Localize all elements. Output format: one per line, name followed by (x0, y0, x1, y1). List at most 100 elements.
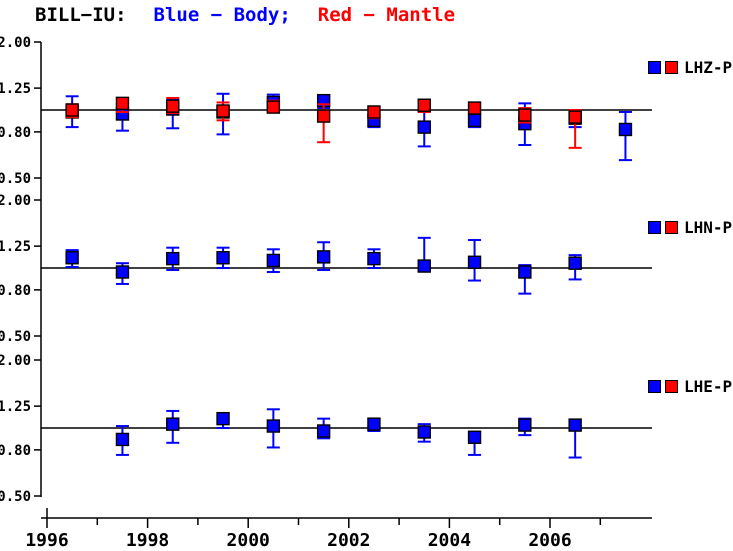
data-point (316, 103, 331, 144)
legend-lhz-p: LHZ-P (648, 58, 732, 77)
data-point-square (367, 251, 381, 266)
data-point-square (115, 432, 130, 447)
data-point-square (216, 411, 230, 426)
data-point-square (518, 418, 532, 432)
data-point (518, 417, 532, 437)
title-station: BILL−IU: (35, 4, 127, 26)
data-point (467, 101, 482, 115)
y-tick-label: 2.00 (0, 193, 31, 209)
data-point-square (316, 250, 331, 264)
mantle-legend-swatch (665, 380, 678, 393)
data-point (266, 99, 281, 114)
data-point (618, 110, 633, 162)
data-point-square (316, 109, 331, 123)
data-point (266, 408, 281, 449)
panel-lhn-p: 2.00 1.25 0.80 0.50 (0, 193, 652, 345)
x-tick-label: 2002 (327, 530, 370, 551)
data-point (266, 248, 281, 274)
series-mantle (65, 96, 582, 149)
data-point-square (417, 98, 431, 112)
legend-label-lhe-p: LHE-P (684, 377, 733, 396)
y-tick-label: 0.50 (0, 329, 31, 345)
data-point (568, 418, 582, 459)
data-point-square (568, 256, 582, 270)
data-point (65, 103, 79, 119)
series-body (115, 408, 582, 459)
y-tick-label: 2.00 (0, 35, 31, 51)
data-point (115, 425, 130, 456)
y-tick-label: 0.80 (0, 443, 31, 459)
x-tick-label: 1998 (126, 530, 169, 551)
data-point-square (367, 105, 381, 119)
data-point-square (518, 108, 532, 122)
body-legend-swatch (648, 61, 661, 74)
data-point (166, 409, 180, 444)
data-point-square (166, 251, 180, 266)
y-tick-label: 1.25 (0, 239, 31, 255)
data-point (166, 97, 180, 114)
x-tick-label: 1996 (25, 530, 68, 551)
y-tick-label: 0.50 (0, 489, 31, 505)
data-point (166, 246, 180, 271)
data-point (115, 96, 130, 113)
series-body (65, 92, 633, 162)
data-point-square (266, 419, 281, 433)
legend-lhn-p: LHN-P (648, 218, 732, 237)
y-tick-label: 1.25 (0, 399, 31, 415)
data-point-square (518, 265, 532, 279)
data-point (316, 241, 331, 271)
data-point (518, 107, 532, 124)
data-point-square (417, 120, 431, 134)
data-point (216, 411, 230, 429)
data-point (417, 423, 431, 443)
y-tick-label: 0.80 (0, 283, 31, 299)
title-red-legend: Red − Mantle (317, 4, 456, 26)
y-tick-label: 0.80 (0, 125, 31, 141)
data-point-square (216, 251, 230, 265)
data-point (367, 417, 381, 432)
data-point (417, 98, 431, 113)
data-point-square (166, 417, 180, 431)
data-point-square (568, 110, 582, 124)
data-point-square (65, 103, 79, 117)
data-point-square (367, 417, 381, 431)
data-point-square (467, 255, 482, 269)
legend-label-lhz-p: LHZ-P (684, 58, 733, 77)
y-tick-label: 0.50 (0, 171, 31, 187)
data-point-square (266, 100, 281, 114)
data-point-square (166, 99, 180, 113)
x-tick-label: 2000 (227, 530, 270, 551)
data-point-square (618, 122, 633, 137)
plot-title: BILL−IU: Blue − Body; Red − Mantle (35, 4, 482, 26)
data-point-square (467, 113, 482, 128)
data-point (216, 246, 230, 269)
y-tick-label: 2.00 (0, 353, 31, 369)
data-point-square (115, 265, 130, 279)
panel-lhz-p: 2.00 1.25 0.80 0.50 (0, 35, 652, 187)
series-body (65, 236, 582, 295)
legend-label-lhn-p: LHN-P (684, 218, 733, 237)
mantle-legend-swatch (665, 61, 678, 74)
data-point (115, 262, 130, 285)
data-point-square (216, 104, 230, 118)
data-point (467, 113, 482, 129)
data-point (216, 101, 230, 122)
x-tick-label: 2004 (428, 530, 472, 551)
title-blue-legend: Blue − Body; (153, 4, 291, 26)
data-point-square (417, 425, 431, 439)
body-legend-swatch (648, 380, 661, 393)
data-point (417, 236, 431, 273)
panel-lhe-p: 2.00 1.25 0.80 0.50 (0, 353, 652, 505)
data-point (367, 105, 381, 120)
data-point (417, 110, 431, 148)
data-point-square (467, 430, 482, 444)
data-point (518, 264, 532, 295)
data-point (568, 254, 582, 281)
data-point (65, 249, 79, 269)
data-point-square (467, 101, 482, 115)
mantle-legend-swatch (665, 221, 678, 234)
data-point (467, 430, 482, 456)
data-point (467, 239, 482, 282)
